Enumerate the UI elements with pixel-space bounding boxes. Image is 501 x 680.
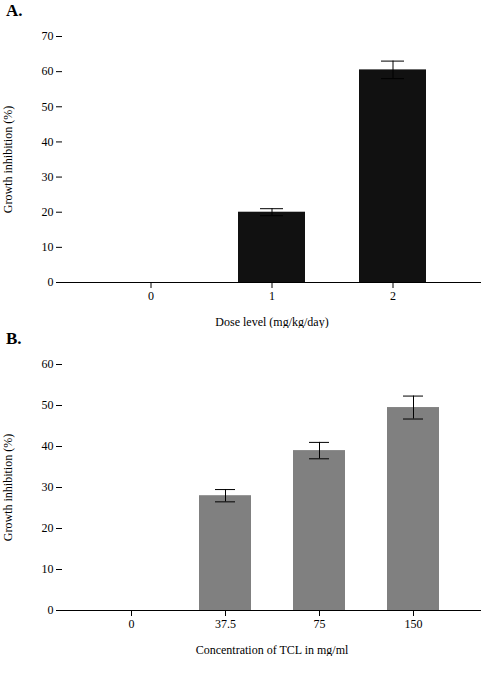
svg-text:Growth inhibition (%): Growth inhibition (%) [1,434,15,541]
svg-text:10: 10 [42,562,54,576]
svg-text:0: 0 [148,289,154,303]
svg-text:37.5: 37.5 [215,617,236,631]
svg-text:Growth inhibition (%): Growth inhibition (%) [1,106,15,213]
svg-text:60: 60 [42,357,54,371]
svg-text:2: 2 [390,289,396,303]
svg-text:75: 75 [314,617,326,631]
html-text:A.: A. [6,1,23,20]
svg-text:70: 70 [42,29,54,43]
svg-text:50: 50 [42,100,54,114]
svg-text:10: 10 [42,240,54,254]
svg-text:50: 50 [42,398,54,412]
svg-text:30: 30 [42,480,54,494]
svg-text:0: 0 [48,603,54,617]
svg-text:20: 20 [42,205,54,219]
svg-text:150: 150 [405,617,423,631]
svg-text:0: 0 [48,275,54,289]
svg-text:40: 40 [42,135,54,149]
svg-text:20: 20 [42,521,54,535]
svg-text:1: 1 [269,289,275,303]
svg-text:0: 0 [129,617,135,631]
svg-text:30: 30 [42,170,54,184]
svg-text:Concentration of TCL in mg/ml: Concentration of TCL in mg/ml [196,643,349,657]
svg-text:Dose level (mg/kg/day): Dose level (mg/kg/day) [215,315,328,329]
svg-text:40: 40 [42,439,54,453]
html-text:B.: B. [6,329,22,348]
svg-text:60: 60 [42,64,54,78]
